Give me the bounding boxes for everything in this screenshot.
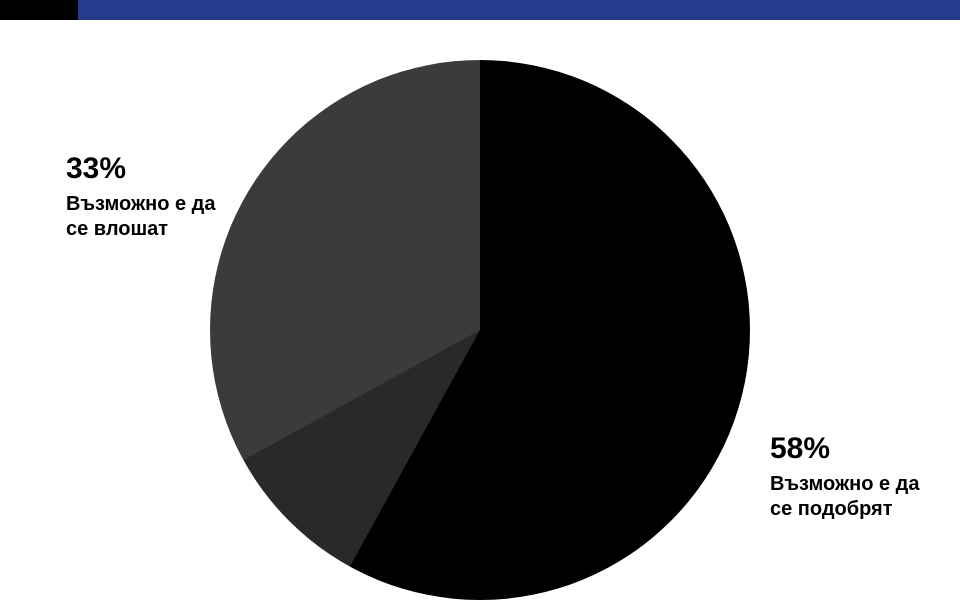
pie-disc bbox=[210, 60, 750, 600]
label-1-pct: 58% bbox=[770, 430, 919, 468]
label-0-line1: се влошат bbox=[66, 217, 215, 242]
top-bar-black bbox=[0, 0, 78, 20]
label-0: 33% Възможно е да се влошат bbox=[66, 150, 215, 242]
label-1: 58% Възможно е да се подобрят bbox=[770, 430, 919, 522]
pie-chart: 33% Възможно е да се влошат 58% Възможно… bbox=[0, 20, 960, 540]
label-0-line0: Възможно е да bbox=[66, 192, 215, 217]
top-bar bbox=[0, 0, 960, 20]
label-1-line1: се подобрят bbox=[770, 497, 919, 522]
label-1-line0: Възможно е да bbox=[770, 472, 919, 497]
top-bar-blue bbox=[78, 0, 960, 20]
label-0-pct: 33% bbox=[66, 150, 215, 188]
